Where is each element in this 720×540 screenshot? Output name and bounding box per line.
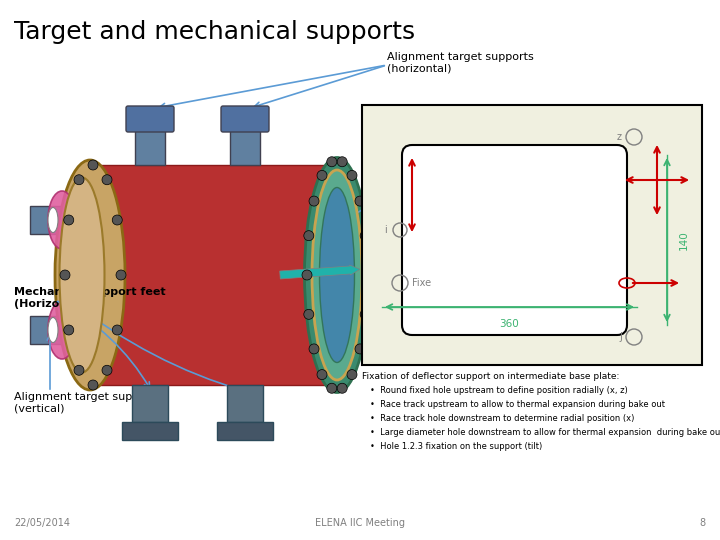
FancyBboxPatch shape [132, 385, 168, 422]
Circle shape [88, 160, 98, 170]
Circle shape [112, 215, 122, 225]
FancyBboxPatch shape [126, 106, 174, 132]
Text: z: z [617, 132, 622, 142]
FancyBboxPatch shape [135, 130, 165, 165]
FancyBboxPatch shape [227, 385, 263, 422]
Text: 8: 8 [700, 518, 706, 528]
FancyBboxPatch shape [217, 422, 273, 440]
Circle shape [362, 270, 372, 280]
Text: Target and mechanical supports: Target and mechanical supports [14, 20, 415, 44]
Text: i: i [384, 225, 387, 235]
FancyBboxPatch shape [122, 422, 178, 440]
FancyBboxPatch shape [80, 165, 335, 385]
Circle shape [309, 196, 319, 206]
Circle shape [88, 380, 98, 390]
Ellipse shape [48, 318, 58, 342]
Circle shape [102, 365, 112, 375]
Ellipse shape [48, 301, 76, 359]
FancyBboxPatch shape [337, 316, 392, 344]
Text: Alignment target supports
(horizontal): Alignment target supports (horizontal) [387, 52, 534, 73]
Circle shape [112, 325, 122, 335]
Circle shape [304, 309, 314, 319]
Text: Mechanical support feet
(Vertical): Mechanical support feet (Vertical) [390, 172, 541, 194]
Text: •  Round fixed hole upstream to define position radially (x, z): • Round fixed hole upstream to define po… [370, 386, 628, 395]
Text: Fixe: Fixe [412, 278, 431, 288]
Circle shape [327, 383, 337, 393]
Text: •  Large diameter hole downstream to allow for thermal expansion  during bake ou: • Large diameter hole downstream to allo… [370, 428, 720, 437]
Text: •  Race track hole downstream to determine radial position (x): • Race track hole downstream to determin… [370, 414, 634, 423]
Ellipse shape [60, 178, 104, 373]
Ellipse shape [48, 191, 76, 249]
Circle shape [74, 365, 84, 375]
Circle shape [327, 157, 337, 167]
Text: Mechanical support feet
(Horizontal): Mechanical support feet (Horizontal) [14, 287, 166, 308]
FancyBboxPatch shape [362, 105, 702, 365]
Circle shape [60, 270, 70, 280]
Circle shape [347, 369, 357, 380]
Text: ELENA IIC Meeting: ELENA IIC Meeting [315, 518, 405, 528]
Circle shape [302, 270, 312, 280]
Ellipse shape [312, 170, 362, 380]
Text: 360: 360 [500, 319, 519, 329]
FancyBboxPatch shape [221, 106, 269, 132]
Circle shape [64, 215, 73, 225]
Ellipse shape [305, 158, 369, 393]
Circle shape [309, 344, 319, 354]
Text: •  Race track upstream to allow to thermal expansion during bake out: • Race track upstream to allow to therma… [370, 400, 665, 409]
Circle shape [347, 171, 357, 180]
Text: J: J [619, 332, 622, 342]
Circle shape [64, 325, 73, 335]
Circle shape [102, 175, 112, 185]
FancyBboxPatch shape [402, 145, 627, 335]
Circle shape [116, 270, 126, 280]
Circle shape [74, 175, 84, 185]
Circle shape [355, 196, 365, 206]
Text: •  Hole 1.2.3 fixation on the support (tilt): • Hole 1.2.3 fixation on the support (ti… [370, 442, 542, 451]
Circle shape [337, 383, 347, 393]
Circle shape [317, 171, 327, 180]
FancyBboxPatch shape [30, 206, 85, 234]
Text: Alignment target supports
(vertical): Alignment target supports (vertical) [14, 392, 161, 414]
FancyBboxPatch shape [30, 316, 85, 344]
Ellipse shape [320, 187, 354, 362]
Circle shape [360, 231, 370, 241]
Circle shape [355, 344, 365, 354]
Circle shape [317, 369, 327, 380]
Text: Fixation of deflector support on intermediate base plate:: Fixation of deflector support on interme… [362, 372, 619, 381]
Ellipse shape [55, 160, 125, 390]
Circle shape [304, 231, 314, 241]
Circle shape [360, 309, 370, 319]
FancyBboxPatch shape [230, 130, 260, 165]
Circle shape [337, 157, 347, 167]
Text: 140: 140 [679, 230, 689, 250]
Text: 22/05/2014: 22/05/2014 [14, 518, 70, 528]
FancyBboxPatch shape [337, 206, 392, 234]
Ellipse shape [48, 207, 58, 233]
FancyArrow shape [279, 265, 360, 279]
